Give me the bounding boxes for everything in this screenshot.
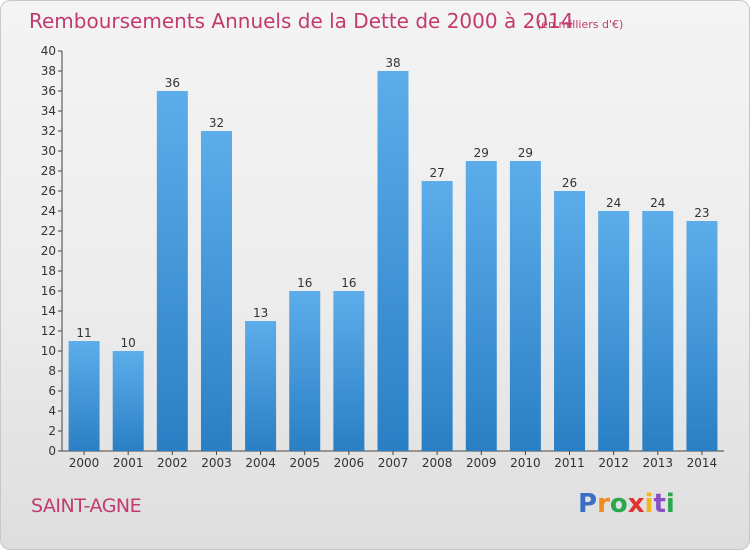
logo-letter: r bbox=[597, 489, 610, 519]
y-tick-label: 8 bbox=[48, 364, 56, 378]
bar[interactable] bbox=[377, 71, 409, 451]
y-tick-label: 10 bbox=[41, 344, 56, 358]
y-tick-label: 38 bbox=[41, 64, 56, 78]
x-tick-label: 2013 bbox=[643, 456, 674, 470]
x-tick-label: 2007 bbox=[378, 456, 409, 470]
x-tick-label: 2001 bbox=[113, 456, 144, 470]
bar[interactable] bbox=[68, 341, 100, 451]
x-tick-label: 2014 bbox=[687, 456, 718, 470]
bar[interactable] bbox=[686, 221, 718, 451]
bar-value-label: 10 bbox=[121, 336, 136, 350]
y-tick-label: 2 bbox=[48, 424, 56, 438]
x-tick-label: 2012 bbox=[598, 456, 629, 470]
y-tick-label: 40 bbox=[41, 44, 56, 58]
y-tick-label: 4 bbox=[48, 404, 56, 418]
bar[interactable] bbox=[289, 291, 321, 451]
bar[interactable] bbox=[554, 191, 586, 451]
bar[interactable] bbox=[245, 321, 277, 451]
bar-value-label: 23 bbox=[694, 206, 709, 220]
x-tick-label: 2004 bbox=[245, 456, 276, 470]
commune-name: SAINT-AGNE bbox=[31, 495, 142, 517]
y-tick-label: 20 bbox=[41, 244, 56, 258]
x-tick-label: 2011 bbox=[554, 456, 585, 470]
logo-letter: o bbox=[609, 489, 628, 519]
bar[interactable] bbox=[421, 181, 453, 451]
x-axis: 2000 2001 2002 2003 2004 2005 2006 2007 2008 2009… bbox=[62, 450, 724, 470]
chart-title: Remboursements Annuels de la Dette de 20… bbox=[29, 9, 573, 33]
x-tick-label: 2002 bbox=[157, 456, 188, 470]
bar[interactable] bbox=[642, 211, 674, 451]
bar-value-label: 13 bbox=[253, 306, 268, 320]
y-tick-label: 34 bbox=[41, 104, 56, 118]
y-tick-label: 28 bbox=[41, 164, 56, 178]
logo-letter: x bbox=[627, 489, 645, 519]
x-tick-label: 2008 bbox=[422, 456, 453, 470]
bar-value-label: 32 bbox=[209, 116, 224, 130]
x-tick-label: 2005 bbox=[289, 456, 320, 470]
bar[interactable] bbox=[465, 161, 497, 451]
y-tick-label: 24 bbox=[41, 204, 56, 218]
y-tick-label: 32 bbox=[41, 124, 56, 138]
proxiti-logo[interactable]: Proxiti bbox=[578, 489, 675, 519]
value-labels: 11 10 36 32 13 16 16 38 27 29 29 26 24 24 23 bbox=[76, 56, 709, 350]
y-tick-label: 12 bbox=[41, 324, 56, 338]
bar-value-label: 24 bbox=[650, 196, 665, 210]
y-tick-label: 16 bbox=[41, 284, 56, 298]
bar-value-label: 16 bbox=[341, 276, 356, 290]
chart-unit-label: (en milliers d'€) bbox=[537, 18, 623, 31]
y-tick-label: 14 bbox=[41, 304, 56, 318]
x-tick-label: 2003 bbox=[201, 456, 232, 470]
y-tick-label: 26 bbox=[41, 184, 56, 198]
bar-value-label: 29 bbox=[518, 146, 533, 160]
x-tick-label: 2000 bbox=[69, 456, 100, 470]
y-tick-label: 30 bbox=[41, 144, 56, 158]
logo-letter: t bbox=[653, 489, 666, 519]
bar[interactable] bbox=[200, 131, 232, 451]
y-tick-label: 36 bbox=[41, 84, 56, 98]
bar[interactable] bbox=[509, 161, 541, 451]
bar-value-label: 36 bbox=[165, 76, 180, 90]
y-tick-label: 22 bbox=[41, 224, 56, 238]
x-tick-label: 2006 bbox=[334, 456, 365, 470]
bar[interactable] bbox=[156, 91, 188, 451]
logo-letter: i bbox=[644, 489, 654, 519]
y-tick-label: 0 bbox=[48, 444, 56, 458]
bar-value-label: 26 bbox=[562, 176, 577, 190]
bar-value-label: 29 bbox=[474, 146, 489, 160]
bar[interactable] bbox=[333, 291, 365, 451]
bar-value-label: 16 bbox=[297, 276, 312, 290]
bars bbox=[68, 71, 718, 451]
bar-value-label: 38 bbox=[385, 56, 400, 70]
y-tick-label: 18 bbox=[41, 264, 56, 278]
bar-value-label: 11 bbox=[76, 326, 91, 340]
x-tick-label: 2009 bbox=[466, 456, 497, 470]
x-tick-label: 2010 bbox=[510, 456, 541, 470]
logo-letter: P bbox=[578, 489, 598, 519]
bar-value-label: 24 bbox=[606, 196, 621, 210]
logo-letter: i bbox=[665, 489, 675, 519]
bar[interactable] bbox=[112, 351, 144, 451]
bar-value-label: 27 bbox=[429, 166, 444, 180]
y-tick-label: 6 bbox=[48, 384, 56, 398]
bar[interactable] bbox=[598, 211, 630, 451]
